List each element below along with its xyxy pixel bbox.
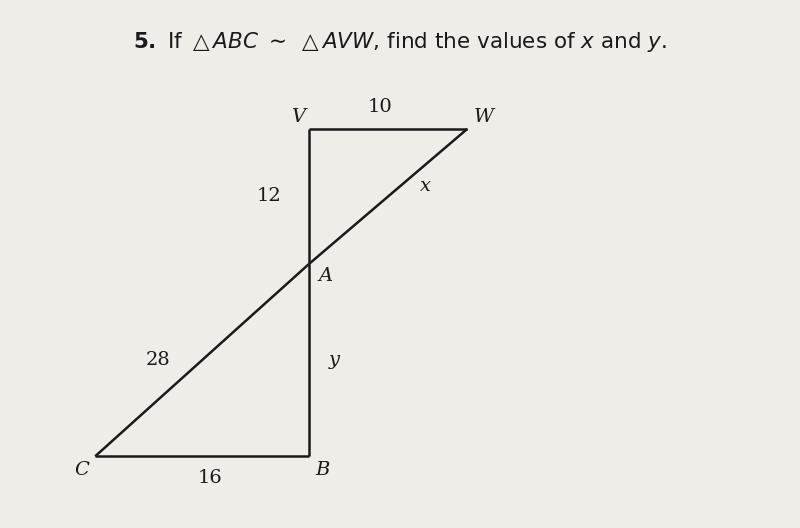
Text: W: W	[474, 108, 494, 126]
Text: $\mathbf{5.}$ If $\triangle$$ABC$ $\sim$ $\triangle$$AVW$, find the values of $x: $\mathbf{5.}$ If $\triangle$$ABC$ $\sim$…	[133, 30, 667, 54]
Text: 28: 28	[146, 351, 170, 369]
Text: V: V	[291, 108, 305, 126]
Text: B: B	[315, 461, 330, 479]
Text: 10: 10	[368, 98, 393, 116]
Text: 12: 12	[257, 187, 282, 205]
Text: x: x	[420, 177, 430, 195]
Text: 16: 16	[198, 469, 222, 487]
Text: A: A	[318, 267, 333, 285]
Text: y: y	[329, 351, 340, 369]
Text: C: C	[74, 461, 89, 479]
